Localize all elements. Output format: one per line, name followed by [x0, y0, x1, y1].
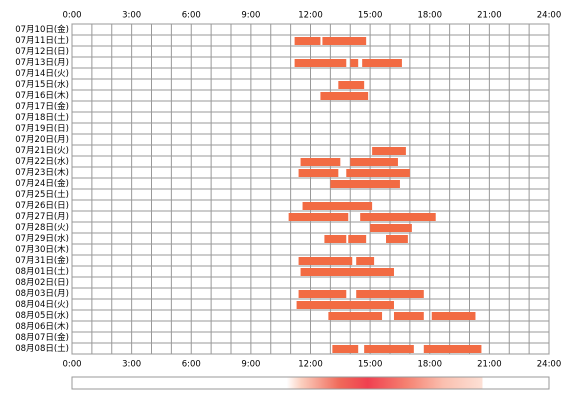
x-tick-label: 9:00: [241, 360, 260, 370]
activity-bar: [423, 345, 482, 353]
y-tick-label: 07月31日(金): [15, 255, 69, 266]
y-tick-label: 08月01日(土): [15, 266, 69, 277]
x-tick-label: 24:00: [537, 360, 562, 370]
activity-bar: [294, 37, 321, 45]
activity-bar: [320, 92, 369, 100]
activity-bar: [298, 257, 353, 265]
activity-bar: [294, 59, 347, 67]
activity-bar: [298, 290, 347, 298]
y-tick-label: 07月22日(水): [15, 156, 69, 167]
y-tick-label: 07月19日(日): [15, 124, 69, 134]
activity-bar: [350, 59, 359, 67]
activity-bar: [332, 345, 359, 353]
y-tick-label: 07月28日(火): [15, 223, 69, 233]
y-tick-label: 08月08日(土): [15, 343, 69, 354]
x-tick-label: 21:00: [477, 360, 502, 370]
x-tick-label: 18:00: [418, 360, 443, 370]
activity-bar: [288, 213, 349, 221]
y-tick-label: 07月29日(水): [15, 233, 69, 244]
heat-bar: [71, 376, 550, 390]
y-tick-label: 07月11日(土): [15, 35, 69, 46]
y-tick-label: 07月13日(月): [15, 58, 69, 68]
x-tick-label: 0:00: [62, 360, 81, 370]
activity-bar: [330, 180, 400, 188]
x-tick-label: 6:00: [182, 360, 201, 370]
x-tick-label: 21:00: [477, 11, 502, 21]
activity-bar: [372, 147, 406, 155]
y-tick-label: 07月27日(月): [15, 212, 69, 222]
activity-bar: [431, 312, 476, 320]
y-tick-label: 08月06日(木): [15, 321, 69, 332]
activity-bar: [350, 158, 398, 166]
activity-bar: [370, 224, 412, 232]
activity-bar: [356, 290, 424, 298]
activity-bar: [300, 158, 341, 166]
y-tick-label: 07月26日(日): [15, 201, 69, 211]
activity-bar: [362, 59, 402, 67]
y-tick-label: 08月02日(日): [15, 278, 69, 288]
y-tick-label: 07月14日(火): [15, 69, 69, 79]
x-tick-label: 9:00: [241, 11, 260, 21]
y-tick-label: 07月15日(水): [15, 79, 69, 90]
activity-bar: [346, 169, 410, 177]
activity-bar: [360, 213, 436, 221]
y-tick-label: 07月10日(金): [15, 24, 69, 35]
x-tick-label: 18:00: [418, 11, 443, 21]
y-tick-label: 07月12日(日): [15, 47, 69, 57]
y-tick-label: 08月03日(月): [15, 289, 69, 299]
y-tick-label: 07月24日(金): [15, 178, 69, 189]
activity-bar: [322, 37, 367, 45]
activity-bar: [348, 235, 367, 243]
x-tick-label: 12:00: [298, 360, 323, 370]
y-tick-label: 07月16日(木): [15, 90, 69, 101]
activity-bar: [324, 235, 347, 243]
activity-bar: [298, 169, 339, 177]
x-tick-label: 3:00: [122, 360, 141, 370]
activity-bar: [302, 202, 373, 210]
y-tick-label: 08月07日(金): [15, 332, 69, 343]
y-tick-label: 08月04日(火): [15, 300, 69, 310]
y-tick-label: 07月23日(木): [15, 167, 69, 178]
activity-bar: [364, 345, 414, 353]
activity-bar: [296, 301, 394, 309]
activity-bar: [356, 257, 375, 265]
x-tick-label: 6:00: [182, 11, 201, 21]
activity-bar: [386, 235, 408, 243]
y-tick-label: 07月30日(木): [15, 244, 69, 255]
x-tick-label: 24:00: [537, 11, 562, 21]
y-tick-label: 07月25日(土): [15, 189, 69, 200]
y-tick-label: 07月17日(金): [15, 101, 69, 112]
activity-bar: [300, 268, 394, 276]
x-tick-label: 15:00: [358, 360, 383, 370]
activity-bar: [393, 312, 424, 320]
x-tick-label: 15:00: [358, 11, 383, 21]
x-tick-label: 0:00: [62, 11, 81, 21]
y-tick-label: 08月05日(水): [15, 310, 69, 321]
activity-bar: [328, 312, 383, 320]
activity-bar: [338, 81, 365, 89]
y-tick-label: 07月20日(月): [15, 135, 69, 145]
x-tick-label: 3:00: [122, 11, 141, 21]
y-tick-label: 07月21日(火): [15, 146, 69, 156]
y-tick-label: 07月18日(土): [15, 112, 69, 123]
x-tick-label: 12:00: [298, 11, 323, 21]
